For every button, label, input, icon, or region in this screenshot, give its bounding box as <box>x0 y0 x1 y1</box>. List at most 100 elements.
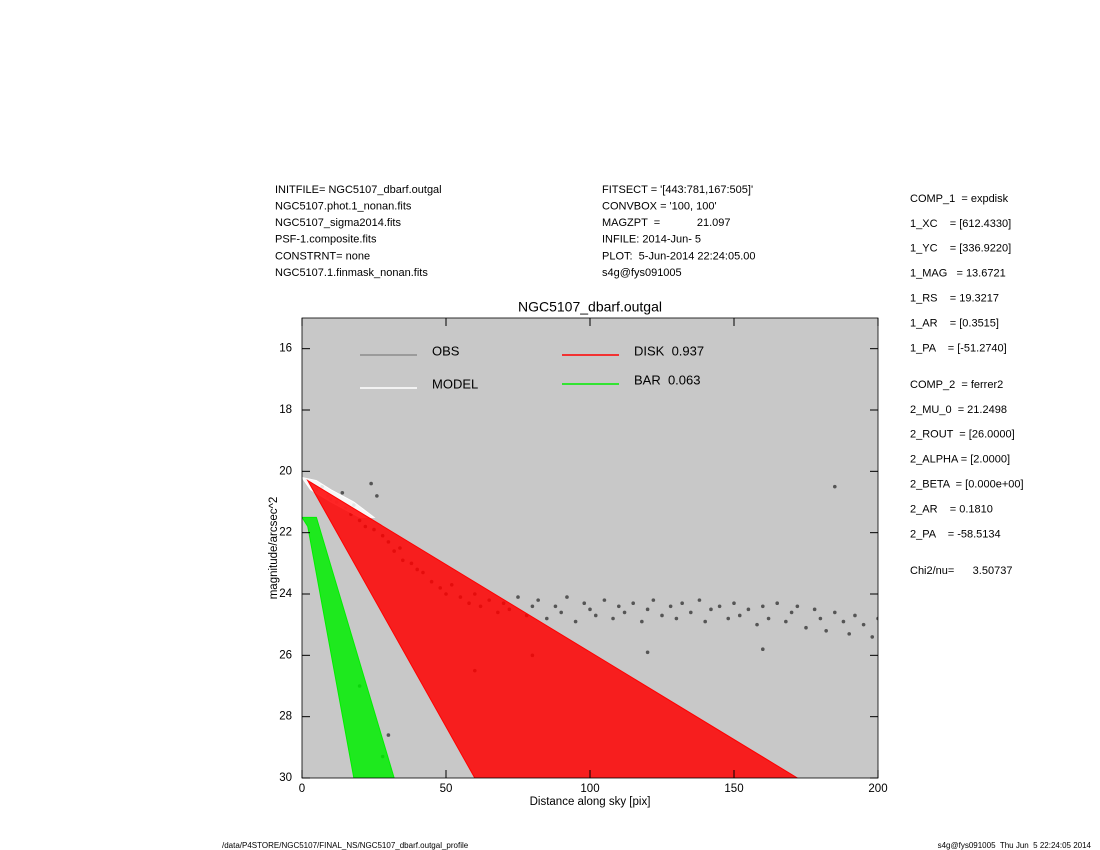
param-line: 2_ALPHA = [2.0000] <box>910 454 1010 466</box>
obs-point <box>703 619 707 624</box>
info-line: s4g@fys091005 <box>602 267 682 279</box>
x-tick-label: 150 <box>724 783 743 795</box>
obs-point <box>593 613 598 618</box>
legend-label: DISK 0.937 <box>634 343 704 358</box>
param-line: 2_AR = 0.1810 <box>910 503 993 515</box>
obs-point <box>674 616 679 621</box>
param-line: COMP_2 = ferrer2 <box>910 379 1003 391</box>
obs-point <box>784 619 788 624</box>
model-region <box>302 516 395 778</box>
info-line: NGC5107_sigma2014.fits <box>275 217 401 229</box>
legend-label: BAR 0.063 <box>634 372 701 387</box>
obs-point <box>565 595 569 599</box>
obs-point <box>841 619 846 624</box>
obs-point <box>386 733 391 737</box>
obs-point <box>732 601 736 605</box>
obs-point <box>795 604 800 609</box>
obs-point <box>709 607 713 612</box>
info-line: PSF-1.composite.fits <box>275 234 377 246</box>
obs-point <box>530 604 535 609</box>
obs-point <box>660 613 664 618</box>
param-line: COMP_1 = expdisk <box>910 193 1009 205</box>
obs-point <box>853 613 857 618</box>
obs-point <box>622 610 627 615</box>
info-line: INITFILE= NGC5107_dbarf.outgal <box>275 184 442 196</box>
info-line: CONVBOX = '100, 100' <box>602 201 717 213</box>
obs-point <box>617 604 621 609</box>
info-line: FITSECT = '[443:781,167:505]' <box>602 184 753 196</box>
y-tick-label: 26 <box>279 649 292 661</box>
footer-path: /data/P4STORE/NGC5107/FINAL_NS/NGC5107_d… <box>222 841 469 850</box>
y-tick-label: 28 <box>279 711 292 723</box>
obs-point <box>588 607 592 612</box>
info-line: NGC5107.1.finmask_nonan.fits <box>275 267 428 279</box>
obs-point <box>697 598 702 602</box>
obs-point <box>631 601 635 605</box>
param-line: 1_RS = 19.3217 <box>910 293 999 305</box>
obs-point <box>369 481 373 486</box>
y-tick-label: 18 <box>279 404 292 416</box>
obs-point <box>847 632 851 636</box>
obs-point <box>559 610 563 615</box>
obs-point <box>340 491 345 495</box>
x-tick-label: 0 <box>299 783 305 795</box>
y-tick-label: 22 <box>279 527 292 539</box>
param-line: 2_BETA = [0.000e+00] <box>910 479 1024 491</box>
x-tick-label: 200 <box>868 783 887 795</box>
obs-point <box>804 625 808 630</box>
obs-point <box>516 595 520 599</box>
info-line: PLOT: 5-Jun-2014 22:24:05.00 <box>602 250 756 262</box>
obs-point <box>824 629 828 633</box>
obs-point <box>746 607 751 612</box>
param-line: 1_AR = [0.3515] <box>910 317 999 329</box>
obs-point <box>651 598 656 602</box>
obs-point <box>737 613 742 618</box>
obs-point <box>761 604 765 609</box>
obs-point <box>640 619 644 624</box>
obs-point <box>726 616 731 621</box>
obs-point <box>870 635 875 639</box>
obs-point <box>645 607 650 612</box>
model-region <box>306 479 799 778</box>
obs-point <box>573 619 578 624</box>
param-line: 2_MU_0 = 21.2498 <box>910 404 1007 416</box>
chi2: Chi2/nu= 3.50737 <box>910 565 1012 577</box>
y-axis-label: magnitude/arcsec^2 <box>268 497 280 600</box>
obs-point <box>812 607 817 612</box>
obs-point <box>582 601 587 605</box>
x-axis-label: Distance along sky [pix] <box>530 796 651 808</box>
param-line: 1_XC = [612.4330] <box>910 218 1011 230</box>
obs-point <box>689 610 693 615</box>
obs-point <box>766 616 771 621</box>
obs-point <box>861 622 866 627</box>
obs-point <box>775 601 779 605</box>
obs-point <box>602 598 607 602</box>
param-line: 1_YC = [336.9220] <box>910 243 1011 255</box>
param-line: 2_ROUT = [26.0000] <box>910 429 1015 441</box>
obs-point <box>789 610 794 615</box>
obs-point <box>818 616 823 621</box>
obs-point <box>536 598 540 602</box>
footer-stamp: s4g@fys091005 Thu Jun 5 22:24:05 2014 <box>938 841 1092 850</box>
obs-point <box>876 616 878 621</box>
obs-point <box>761 647 765 651</box>
obs-point <box>755 622 759 627</box>
obs-point <box>375 494 379 498</box>
legend-label: OBS <box>432 343 460 358</box>
info-line: INFILE: 2014-Jun- 5 <box>602 234 701 246</box>
obs-point <box>833 610 837 615</box>
info-line: CONSTRNT= none <box>275 250 370 262</box>
legend-label: MODEL <box>432 376 478 391</box>
y-tick-label: 24 <box>279 588 292 600</box>
obs-point <box>645 650 650 655</box>
obs-point <box>611 616 615 621</box>
chart-title: NGC5107_dbarf.outgal <box>518 299 662 315</box>
info-line: MAGZPT = 21.097 <box>602 217 731 229</box>
obs-point <box>668 604 673 609</box>
x-tick-label: 50 <box>440 783 453 795</box>
obs-point <box>545 616 549 621</box>
obs-point <box>553 604 558 609</box>
y-tick-label: 30 <box>279 772 292 784</box>
obs-point <box>833 484 837 489</box>
